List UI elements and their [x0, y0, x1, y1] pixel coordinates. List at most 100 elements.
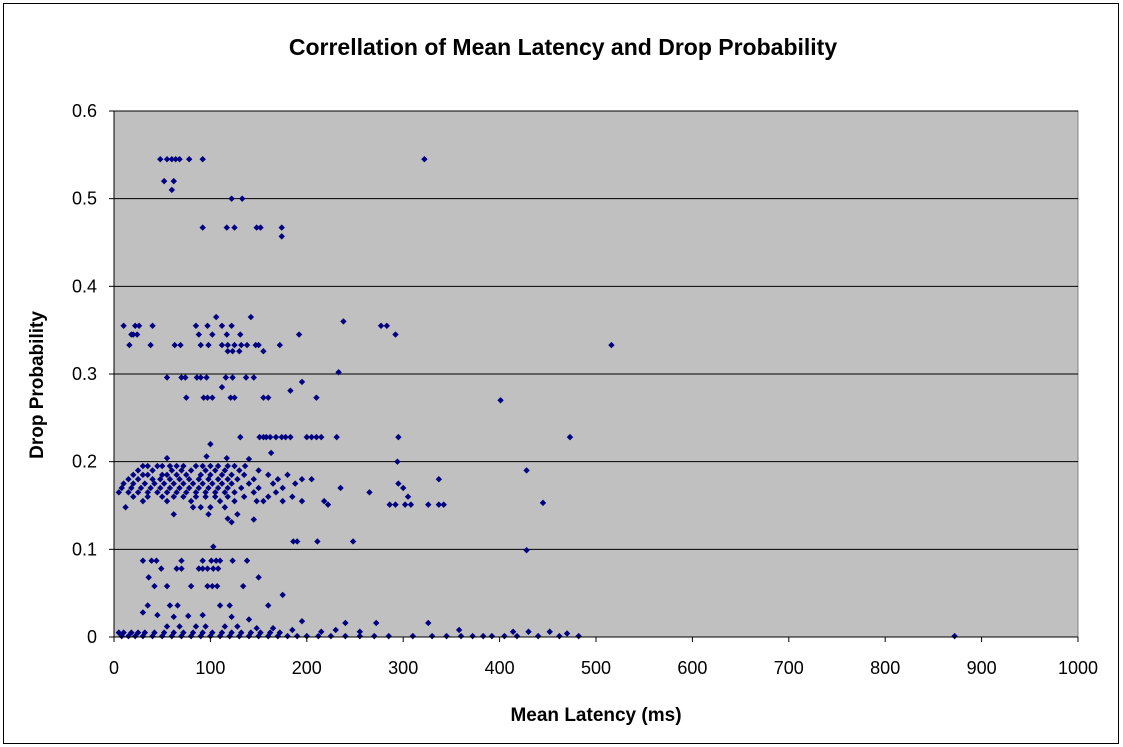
data-point-106: [245, 455, 253, 463]
data-point-275: [195, 565, 203, 572]
data-point-126: [187, 467, 195, 474]
data-point-249: [440, 501, 447, 508]
data-point-68: [222, 374, 230, 381]
data-point-241: [221, 504, 229, 511]
data-point-14: [223, 224, 230, 231]
data-point-132: [523, 467, 530, 474]
x-tick-label-5: 500: [581, 658, 611, 678]
data-point-322: [247, 629, 255, 636]
x-tick-label-4: 400: [485, 658, 515, 678]
data-point-209: [231, 489, 238, 496]
data-point-267: [208, 557, 215, 564]
data-point-225: [404, 493, 412, 500]
data-point-357: [469, 632, 476, 640]
data-point-301: [228, 613, 235, 621]
data-point-123: [149, 467, 156, 474]
data-point-168: [160, 480, 168, 487]
data-point-283: [163, 582, 171, 590]
data-point-325: [276, 629, 284, 636]
data-point-162: [308, 476, 315, 483]
data-point-206: [202, 489, 209, 496]
data-point-349: [342, 632, 349, 640]
data-point-0: [157, 156, 164, 163]
data-point-208: [221, 489, 229, 496]
data-point-86: [256, 433, 263, 441]
data-point-214: [144, 493, 151, 500]
data-point-378: [455, 626, 463, 634]
data-point-345: [293, 632, 301, 640]
data-point-202: [163, 489, 171, 496]
data-point-41: [392, 331, 399, 338]
data-point-4: [176, 156, 183, 163]
data-point-336: [207, 632, 214, 640]
data-point-129: [221, 467, 229, 474]
data-point-78: [209, 394, 216, 401]
data-point-271: [243, 557, 251, 564]
data-point-295: [265, 602, 272, 609]
data-point-148: [134, 476, 142, 483]
data-point-232: [260, 497, 267, 505]
data-point-365: [951, 632, 958, 640]
data-point-252: [234, 511, 241, 518]
data-point-187: [185, 484, 193, 492]
data-point-55: [276, 341, 284, 349]
data-point-71: [250, 374, 257, 381]
data-point-355: [443, 632, 450, 640]
data-point-351: [371, 632, 378, 640]
data-point-359: [488, 632, 496, 640]
data-point-77: [204, 394, 211, 401]
data-point-120: [231, 462, 238, 470]
data-point-218: [192, 493, 200, 500]
data-point-138: [173, 471, 180, 479]
data-point-9: [170, 177, 177, 185]
data-point-244: [392, 501, 399, 508]
data-point-161: [298, 476, 306, 483]
data-point-335: [197, 632, 204, 640]
data-point-95: [308, 433, 315, 441]
data-point-371: [234, 623, 241, 630]
data-point-76: [200, 394, 207, 401]
data-point-81: [260, 394, 267, 401]
data-point-122: [134, 467, 142, 474]
data-point-177: [269, 480, 277, 487]
data-point-247: [425, 501, 432, 508]
data-point-294: [226, 602, 233, 609]
data-point-146: [284, 471, 291, 479]
data-point-12: [239, 195, 246, 202]
data-point-272: [158, 565, 165, 572]
data-point-163: [435, 476, 443, 483]
data-point-193: [255, 484, 262, 492]
data-point-344: [284, 632, 291, 640]
data-point-103: [203, 453, 210, 460]
scatter-chart: Correllation of Mean Latency and Drop Pr…: [27, 34, 1098, 726]
data-point-158: [234, 476, 241, 483]
data-point-181: [128, 484, 135, 492]
data-point-101: [207, 440, 214, 448]
data-point-128: [212, 467, 219, 474]
data-point-260: [210, 543, 217, 550]
data-point-89: [266, 433, 274, 441]
data-point-372: [253, 625, 260, 632]
data-point-248: [435, 501, 443, 508]
data-point-200: [144, 489, 151, 496]
data-point-210: [250, 489, 257, 496]
data-point-292: [174, 602, 181, 609]
data-point-240: [207, 504, 214, 511]
data-point-102: [267, 449, 275, 457]
data-point-124: [168, 467, 176, 474]
data-point-176: [245, 480, 253, 487]
data-point-242: [324, 501, 332, 508]
data-point-245: [401, 501, 409, 508]
data-point-85: [237, 433, 244, 441]
data-point-297: [154, 611, 161, 619]
data-point-262: [139, 557, 147, 564]
data-point-22: [340, 318, 347, 325]
data-point-90: [272, 433, 280, 441]
data-point-326: [118, 632, 125, 640]
data-point-352: [385, 632, 392, 640]
data-point-47: [205, 341, 212, 349]
data-point-182: [137, 484, 145, 492]
data-point-98: [333, 433, 340, 441]
data-point-286: [209, 582, 216, 590]
data-point-370: [221, 623, 229, 630]
